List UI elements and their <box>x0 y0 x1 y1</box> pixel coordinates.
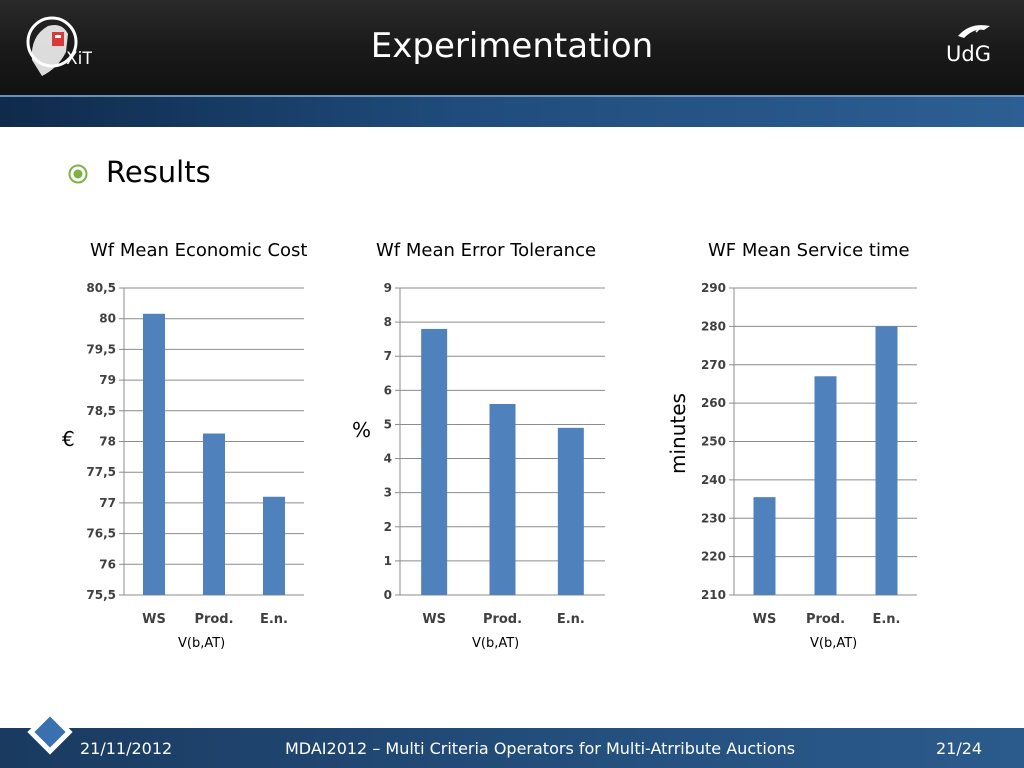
chart-1-plot: 75,5 76 76,5 77 77,5 78 78,5 79 79,5 80 80,5 WS Prod… <box>86 281 304 627</box>
chart-2-ytick-label: 4 <box>384 452 392 466</box>
chart-1-ytick-label: 75,5 <box>86 588 116 602</box>
xit-logo-text: XiT <box>66 49 92 69</box>
chart-1-xtick-label: Prod. <box>194 612 233 627</box>
footer-center-text: MDAI2012 – Multi Criteria Operators for … <box>285 739 796 758</box>
chart-1-bar-2 <box>203 433 225 595</box>
chart-3-bar-3 <box>875 326 898 595</box>
footer-page-number: 21/24 <box>936 739 983 758</box>
chart-1-ytick-label: 76,5 <box>86 527 116 541</box>
chart-3-ytick-label: 250 <box>701 435 726 449</box>
chart-1-title: Wf Mean Economic Cost <box>90 240 308 261</box>
chart-2-xcaption: V(b,AT) <box>472 636 520 651</box>
chart-2-unit: % <box>352 418 372 442</box>
chart-1-bar-1 <box>143 313 165 595</box>
diamond-logo-icon <box>27 709 73 755</box>
chart-1-ytick-label: 77 <box>99 496 116 510</box>
header-band <box>0 95 1024 127</box>
chart-3-ytick-label: 260 <box>701 396 726 410</box>
chart-1-ytick-label: 76 <box>99 557 116 571</box>
chart-2-ytick-label: 3 <box>384 486 392 500</box>
chart-2-ytick-label: 6 <box>384 383 392 397</box>
chart-2-title: Wf Mean Error Tolerance <box>376 240 597 261</box>
chart-1-xtick-label: E.n. <box>260 612 288 627</box>
chart-1-xcaption: V(b,AT) <box>178 636 226 651</box>
chart-3-plot: 210 220 230 240 250 260 270 280 290 WS Prod. E.n. <box>701 281 917 627</box>
xit-logo-icon: XiT <box>26 16 92 76</box>
chart-3-ytick-label: 280 <box>701 319 726 333</box>
chart-2-ytick-label: 7 <box>384 349 392 363</box>
chart-3-ytick-label: 220 <box>701 550 726 564</box>
chart-3-unit: minutes <box>666 393 690 474</box>
chart-1-ytick-label: 77,5 <box>86 465 116 479</box>
chart-2-plot: 0 1 2 3 4 5 6 7 8 9 WS Prod. E.n. <box>384 281 605 627</box>
chart-3-xtick-label: E.n. <box>872 612 900 627</box>
slide-footer <box>0 728 1024 768</box>
chart-3-xtick-label: Prod. <box>806 612 845 627</box>
chart-3-bar-2 <box>814 376 837 595</box>
udg-logo-icon <box>958 25 990 38</box>
bullet-icon <box>68 164 88 184</box>
chart-2-bar-1 <box>421 328 448 595</box>
chart-1-xtick-label: WS <box>142 612 166 627</box>
chart-3-ytick-label: 290 <box>701 281 726 295</box>
chart-1-unit: € <box>62 427 75 451</box>
bullet-heading: Results <box>106 155 211 189</box>
chart-3-ytick-label: 210 <box>701 588 726 602</box>
chart-1-ytick-label: 79 <box>99 373 116 387</box>
chart-3-title: WF Mean Service time <box>708 240 910 261</box>
chart-3-ytick-label: 270 <box>701 358 726 372</box>
udg-logo-text: UdG <box>946 42 991 66</box>
footer-date: 21/11/2012 <box>80 739 173 758</box>
chart-2-bar-2 <box>489 403 516 595</box>
chart-2-bar-3 <box>557 427 584 595</box>
slide-title: Experimentation <box>370 26 654 66</box>
chart-2-ytick-label: 2 <box>384 520 392 534</box>
chart-2-ytick-label: 9 <box>384 281 392 295</box>
chart-2-ytick-label: 0 <box>384 588 392 602</box>
chart-2-xtick-label: Prod. <box>483 612 522 627</box>
chart-1-ytick-label: 78,5 <box>86 404 116 418</box>
chart-1-ytick-label: 80,5 <box>86 281 116 295</box>
chart-1-bar-3 <box>263 496 285 595</box>
chart-1-ytick-label: 80 <box>99 312 116 326</box>
chart-1-ytick-label: 79,5 <box>86 342 116 356</box>
chart-3-bar-1 <box>753 497 776 595</box>
chart-3-xtick-label: WS <box>753 612 777 627</box>
chart-1-ytick-label: 78 <box>99 435 116 449</box>
chart-2-xtick-label: WS <box>422 612 446 627</box>
chart-3-ytick-label: 230 <box>701 511 726 525</box>
chart-2-ytick-label: 1 <box>384 554 392 568</box>
chart-2-xtick-label: E.n. <box>557 612 585 627</box>
chart-3-ytick-label: 240 <box>701 473 726 487</box>
slide-header <box>0 0 1024 95</box>
chart-2-ytick-label: 5 <box>384 417 392 431</box>
chart-3-xcaption: V(b,AT) <box>810 636 858 651</box>
chart-2-ytick-label: 8 <box>384 315 392 329</box>
